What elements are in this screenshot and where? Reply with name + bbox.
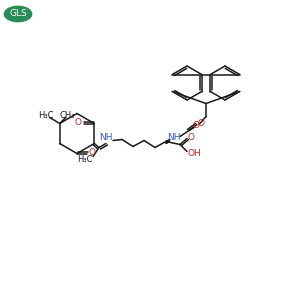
Ellipse shape: [4, 6, 32, 22]
Text: OH: OH: [187, 149, 201, 158]
Text: CH₃: CH₃: [60, 111, 75, 120]
Text: H₃C: H₃C: [77, 155, 93, 164]
Text: O: O: [193, 121, 200, 130]
Text: O: O: [197, 119, 205, 128]
Text: NH: NH: [167, 133, 181, 142]
Text: O: O: [188, 133, 194, 142]
Text: H₃C: H₃C: [38, 111, 53, 120]
Text: GLS: GLS: [9, 10, 27, 19]
Text: O: O: [88, 148, 95, 157]
Text: NH: NH: [99, 133, 113, 142]
Text: O: O: [75, 118, 82, 127]
